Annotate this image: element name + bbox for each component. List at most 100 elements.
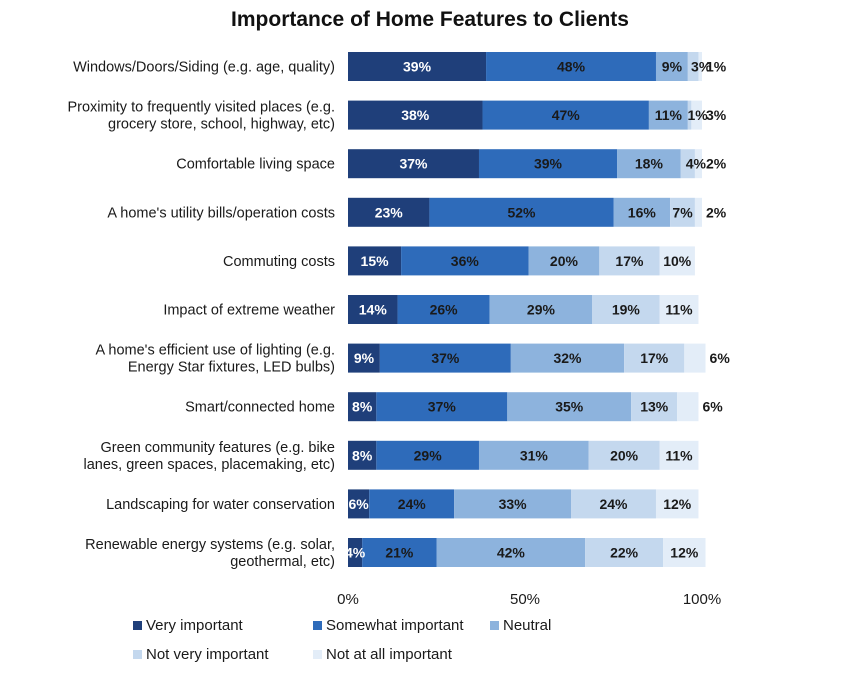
bar-segment-neutral (613, 197, 671, 227)
bar-segment-not-at-all-important (677, 392, 699, 422)
legend-label: Not very important (146, 646, 269, 663)
data-label: 7% (672, 204, 693, 220)
bar-segment-very-important (348, 197, 430, 227)
data-label: 42% (497, 545, 526, 561)
data-label: 8% (352, 399, 373, 415)
bar-segment-not-at-all-important (694, 149, 702, 179)
bar-segment-somewhat-important (401, 246, 529, 276)
category-label: Proximity to frequently visited places (… (67, 100, 335, 133)
data-label: 24% (398, 496, 427, 512)
data-label: 35% (555, 399, 584, 415)
legend-swatch (133, 621, 142, 630)
legend-label: Very important (146, 617, 244, 634)
bar-segment-not-at-all-important (655, 489, 699, 519)
category-label: Renewable energy systems (e.g. solar, geo… (85, 537, 335, 570)
data-label: 8% (352, 447, 373, 463)
bar-segment-not-at-all-important (659, 440, 699, 470)
data-label: 33% (499, 496, 528, 512)
data-label: 20% (550, 253, 579, 269)
legend: Very important Somewhat important Neutral N… (133, 617, 551, 663)
bar-segment-neutral (436, 538, 586, 567)
data-label: 22% (610, 545, 639, 561)
bar-segment-very-important (348, 489, 370, 519)
data-label: 3% (706, 107, 727, 123)
data-label: 15% (361, 253, 390, 269)
data-label: 14% (359, 302, 388, 318)
bar-segment-very-important (348, 100, 483, 130)
data-label: 20% (610, 447, 639, 463)
chart-title: Importance of Home Features to Clients (231, 8, 629, 31)
data-label: 32% (553, 350, 582, 366)
category-labels: Windows/Doors/Siding (e.g. age, quality)… (67, 60, 335, 571)
bar-segment-not-at-all-important (684, 343, 706, 373)
bar-segment-somewhat-important (376, 440, 479, 470)
data-label: 29% (414, 447, 443, 463)
bar-segment-not-very-important (588, 440, 660, 470)
bar-segment-very-important (348, 246, 402, 276)
data-label: 10% (663, 253, 692, 269)
data-label: 18% (635, 156, 664, 172)
data-label: 12% (663, 496, 692, 512)
category-label: Impact of extreme weather (163, 303, 335, 319)
bar-segment-neutral (507, 392, 632, 422)
data-label: 17% (640, 350, 669, 366)
data-label: 39% (403, 59, 432, 75)
bar-segment-very-important (348, 392, 377, 422)
data-label: 2% (706, 156, 727, 172)
data-label: 4% (345, 545, 366, 561)
data-label: 47% (552, 107, 581, 123)
bar-segment-not-very-important (585, 538, 664, 567)
bar-segment-not-at-all-important (659, 295, 699, 324)
bar-segment-not-very-important (631, 392, 678, 422)
bar-segment-very-important (348, 440, 377, 470)
data-label: 38% (401, 107, 430, 123)
x-tick-label: 0% (337, 591, 359, 608)
data-label: 39% (534, 156, 563, 172)
data-label: 13% (640, 399, 669, 415)
bar-segment-somewhat-important (376, 392, 508, 422)
data-label: 29% (527, 302, 556, 318)
data-label: 21% (385, 545, 414, 561)
data-label: 24% (599, 496, 628, 512)
data-label: 2% (706, 204, 727, 220)
legend-swatch (490, 621, 499, 630)
bar-segment-somewhat-important (369, 489, 455, 519)
bar-segment-neutral (478, 440, 589, 470)
bar-segment-somewhat-important (486, 52, 656, 81)
value-labels: 39% 48% 9% 3%1%38% 47% 11% 1%3%37% 39% 18% 4% 2%23… (345, 59, 730, 561)
bar-segment-somewhat-important (478, 149, 618, 179)
bar-segment-neutral (454, 489, 572, 519)
data-label: 26% (430, 302, 459, 318)
bar-segment-somewhat-important (482, 100, 649, 130)
data-label: 6% (349, 496, 370, 512)
category-label: Comfortable living space (176, 157, 335, 173)
bar-segment-neutral (489, 295, 593, 324)
bar-segment-somewhat-important (362, 538, 437, 567)
data-label: 37% (431, 350, 460, 366)
bar-segment-somewhat-important (379, 343, 511, 373)
bar-segment-very-important (348, 52, 487, 81)
data-label: 11% (665, 447, 693, 463)
category-label: Windows/Doors/Siding (e.g. age, quality) (73, 60, 335, 76)
bar-segment-not-very-important (687, 100, 692, 130)
legend-label: Somewhat important (326, 617, 464, 634)
bar-segment-neutral (617, 149, 681, 179)
category-label: A home's efficient use of lighting (e.g.… (96, 343, 335, 376)
data-label: 37% (428, 399, 457, 415)
bar-segment-very-important (348, 295, 398, 324)
category-label: Smart/connected home (185, 400, 335, 416)
bar-segment-not-very-important (599, 246, 660, 276)
data-label: 23% (375, 204, 404, 220)
legend-swatch (313, 621, 322, 630)
data-label: 36% (451, 253, 480, 269)
bar-segment-not-very-important (680, 149, 695, 179)
legend-swatch (133, 650, 142, 659)
legend-swatch (313, 650, 322, 659)
data-label: 48% (557, 59, 586, 75)
bar-segment-very-important (348, 538, 363, 567)
bar-segment-neutral (528, 246, 600, 276)
data-label: 17% (615, 253, 644, 269)
category-label: Commuting costs (223, 254, 335, 270)
data-label: 37% (399, 156, 428, 172)
